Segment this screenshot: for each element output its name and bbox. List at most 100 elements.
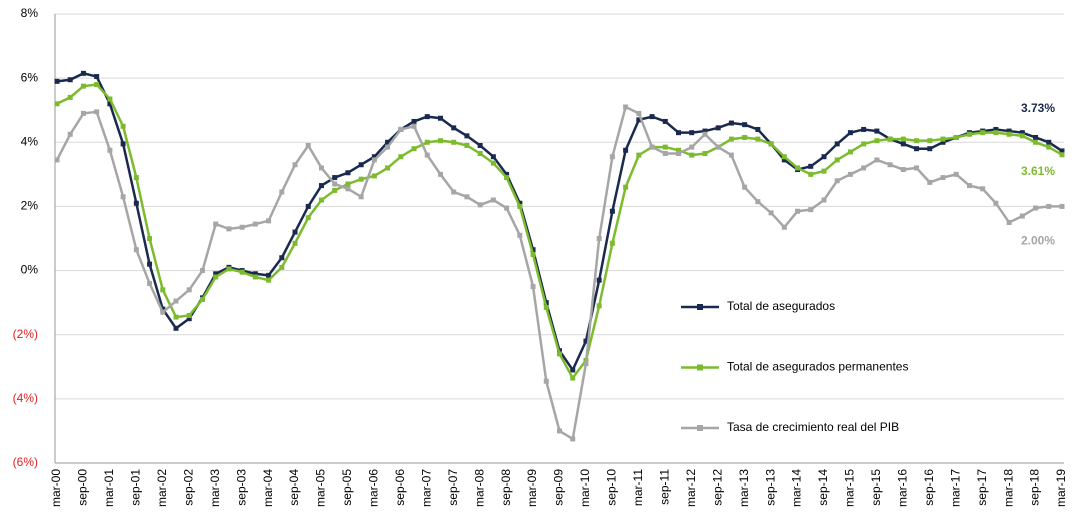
point-marker bbox=[649, 144, 655, 150]
x-tick-label: mar-16 bbox=[895, 469, 909, 507]
point-marker bbox=[993, 200, 999, 206]
point-marker bbox=[927, 138, 933, 144]
point-marker bbox=[318, 197, 324, 203]
point-marker bbox=[477, 142, 483, 148]
point-marker bbox=[292, 162, 298, 168]
point-marker bbox=[728, 120, 734, 126]
point-marker bbox=[755, 199, 761, 205]
x-tick-label: sep-08 bbox=[499, 469, 513, 506]
point-marker bbox=[662, 144, 668, 150]
point-marker bbox=[702, 128, 708, 134]
point-marker bbox=[940, 136, 946, 142]
point-marker bbox=[689, 144, 695, 150]
x-tick-label: sep-02 bbox=[181, 469, 195, 506]
point-marker bbox=[980, 186, 986, 192]
point-marker bbox=[530, 284, 536, 290]
y-tick-label: 8% bbox=[21, 6, 39, 20]
x-tick-label: mar-04 bbox=[261, 469, 275, 507]
point-marker bbox=[834, 178, 840, 184]
x-tick-label: sep-18 bbox=[1028, 469, 1042, 506]
y-tick-label: (4%) bbox=[13, 391, 38, 405]
point-marker bbox=[1059, 148, 1065, 154]
point-marker bbox=[160, 306, 166, 312]
point-marker bbox=[834, 141, 840, 147]
point-marker bbox=[953, 171, 959, 177]
point-marker bbox=[927, 179, 933, 185]
point-marker bbox=[385, 139, 391, 145]
point-marker bbox=[517, 232, 523, 238]
point-marker bbox=[834, 157, 840, 163]
point-marker bbox=[993, 130, 999, 136]
point-marker bbox=[345, 170, 351, 176]
point-marker bbox=[953, 134, 959, 140]
point-marker bbox=[940, 139, 946, 145]
point-marker bbox=[570, 367, 576, 373]
point-marker bbox=[54, 157, 60, 163]
point-marker bbox=[1046, 139, 1052, 145]
point-marker bbox=[795, 165, 801, 171]
x-tick-label: sep-14 bbox=[816, 469, 830, 506]
point-marker bbox=[411, 146, 417, 152]
point-marker bbox=[464, 142, 470, 148]
point-marker bbox=[715, 125, 721, 131]
point-marker bbox=[437, 138, 443, 144]
end-label: 2.00% bbox=[1021, 234, 1055, 248]
x-tick-label: mar-12 bbox=[684, 469, 698, 507]
point-marker bbox=[358, 176, 364, 182]
point-marker bbox=[662, 118, 668, 124]
point-marker bbox=[504, 175, 510, 181]
x-tick-label: sep-03 bbox=[234, 469, 248, 506]
point-marker bbox=[477, 151, 483, 157]
series-line bbox=[55, 105, 1062, 441]
point-marker bbox=[160, 287, 166, 293]
point-marker bbox=[623, 147, 629, 153]
point-marker bbox=[874, 157, 880, 163]
point-marker bbox=[504, 205, 510, 211]
point-marker bbox=[570, 375, 576, 381]
point-marker bbox=[609, 240, 615, 246]
point-marker bbox=[755, 126, 761, 132]
point-marker bbox=[623, 104, 629, 110]
point-marker bbox=[199, 296, 205, 302]
point-marker bbox=[808, 171, 814, 177]
point-marker bbox=[570, 436, 576, 442]
point-marker bbox=[504, 171, 510, 177]
point-marker bbox=[676, 130, 682, 136]
point-marker bbox=[715, 144, 721, 150]
point-marker bbox=[477, 202, 483, 208]
point-marker bbox=[252, 221, 258, 227]
point-marker bbox=[424, 152, 430, 158]
point-marker bbox=[464, 194, 470, 200]
point-marker bbox=[226, 266, 232, 272]
point-marker bbox=[371, 173, 377, 179]
point-marker bbox=[609, 208, 615, 214]
x-tick-label: sep-13 bbox=[763, 469, 777, 506]
point-marker bbox=[861, 141, 867, 147]
point-marker bbox=[147, 261, 153, 267]
series-line bbox=[56, 83, 1063, 381]
point-marker bbox=[279, 189, 285, 195]
point-marker bbox=[490, 160, 496, 166]
point-marker bbox=[266, 272, 272, 278]
point-marker bbox=[464, 133, 470, 139]
point-marker bbox=[596, 236, 602, 241]
point-marker bbox=[398, 126, 404, 132]
point-marker bbox=[557, 351, 562, 357]
point-marker bbox=[728, 136, 734, 142]
point-marker bbox=[768, 141, 774, 147]
legend-label: Total de asegurados bbox=[727, 299, 835, 313]
point-marker bbox=[358, 194, 364, 200]
point-marker bbox=[649, 114, 655, 120]
point-marker bbox=[133, 175, 139, 181]
point-marker bbox=[609, 154, 615, 160]
point-marker bbox=[332, 175, 338, 181]
point-marker bbox=[808, 207, 814, 213]
point-marker bbox=[199, 268, 205, 274]
x-tick-label: sep-01 bbox=[129, 469, 143, 506]
x-tick-label: mar-00 bbox=[49, 469, 63, 507]
point-marker bbox=[914, 138, 920, 144]
x-tick-label: mar-13 bbox=[737, 469, 751, 507]
point-marker bbox=[795, 208, 801, 214]
point-marker bbox=[847, 149, 853, 155]
point-marker bbox=[993, 126, 999, 132]
